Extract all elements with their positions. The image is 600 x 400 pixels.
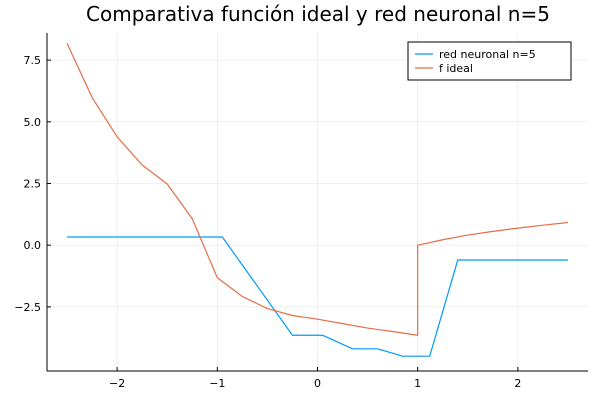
x-tick-label: 0 xyxy=(314,377,321,390)
series-line-0 xyxy=(67,236,568,357)
x-tick-label: 1 xyxy=(414,377,421,390)
legend: red neuronal n=5f ideal xyxy=(407,41,572,81)
x-tick-label: 2 xyxy=(514,377,521,390)
series-line-1 xyxy=(66,43,569,336)
y-tick-label: 7.5 xyxy=(24,54,42,67)
y-tick-label: 2.5 xyxy=(24,177,42,190)
y-tick-label: 5.0 xyxy=(24,116,42,129)
ticks: −2 −1 0 1 2 −2.5 0.0 2.5 5.0 7.5 xyxy=(14,54,521,390)
chart-title: Comparativa función ideal y red neuronal… xyxy=(86,2,550,26)
x-tick-label: −2 xyxy=(109,377,125,390)
legend-label: red neuronal n=5 xyxy=(439,48,536,61)
x-tick-label: −1 xyxy=(209,377,225,390)
y-tick-label: 0.0 xyxy=(24,239,42,252)
y-tick-label: −2.5 xyxy=(14,301,41,314)
series-layer xyxy=(66,43,569,357)
legend-box xyxy=(407,41,572,81)
legend-label: f ideal xyxy=(439,62,473,75)
